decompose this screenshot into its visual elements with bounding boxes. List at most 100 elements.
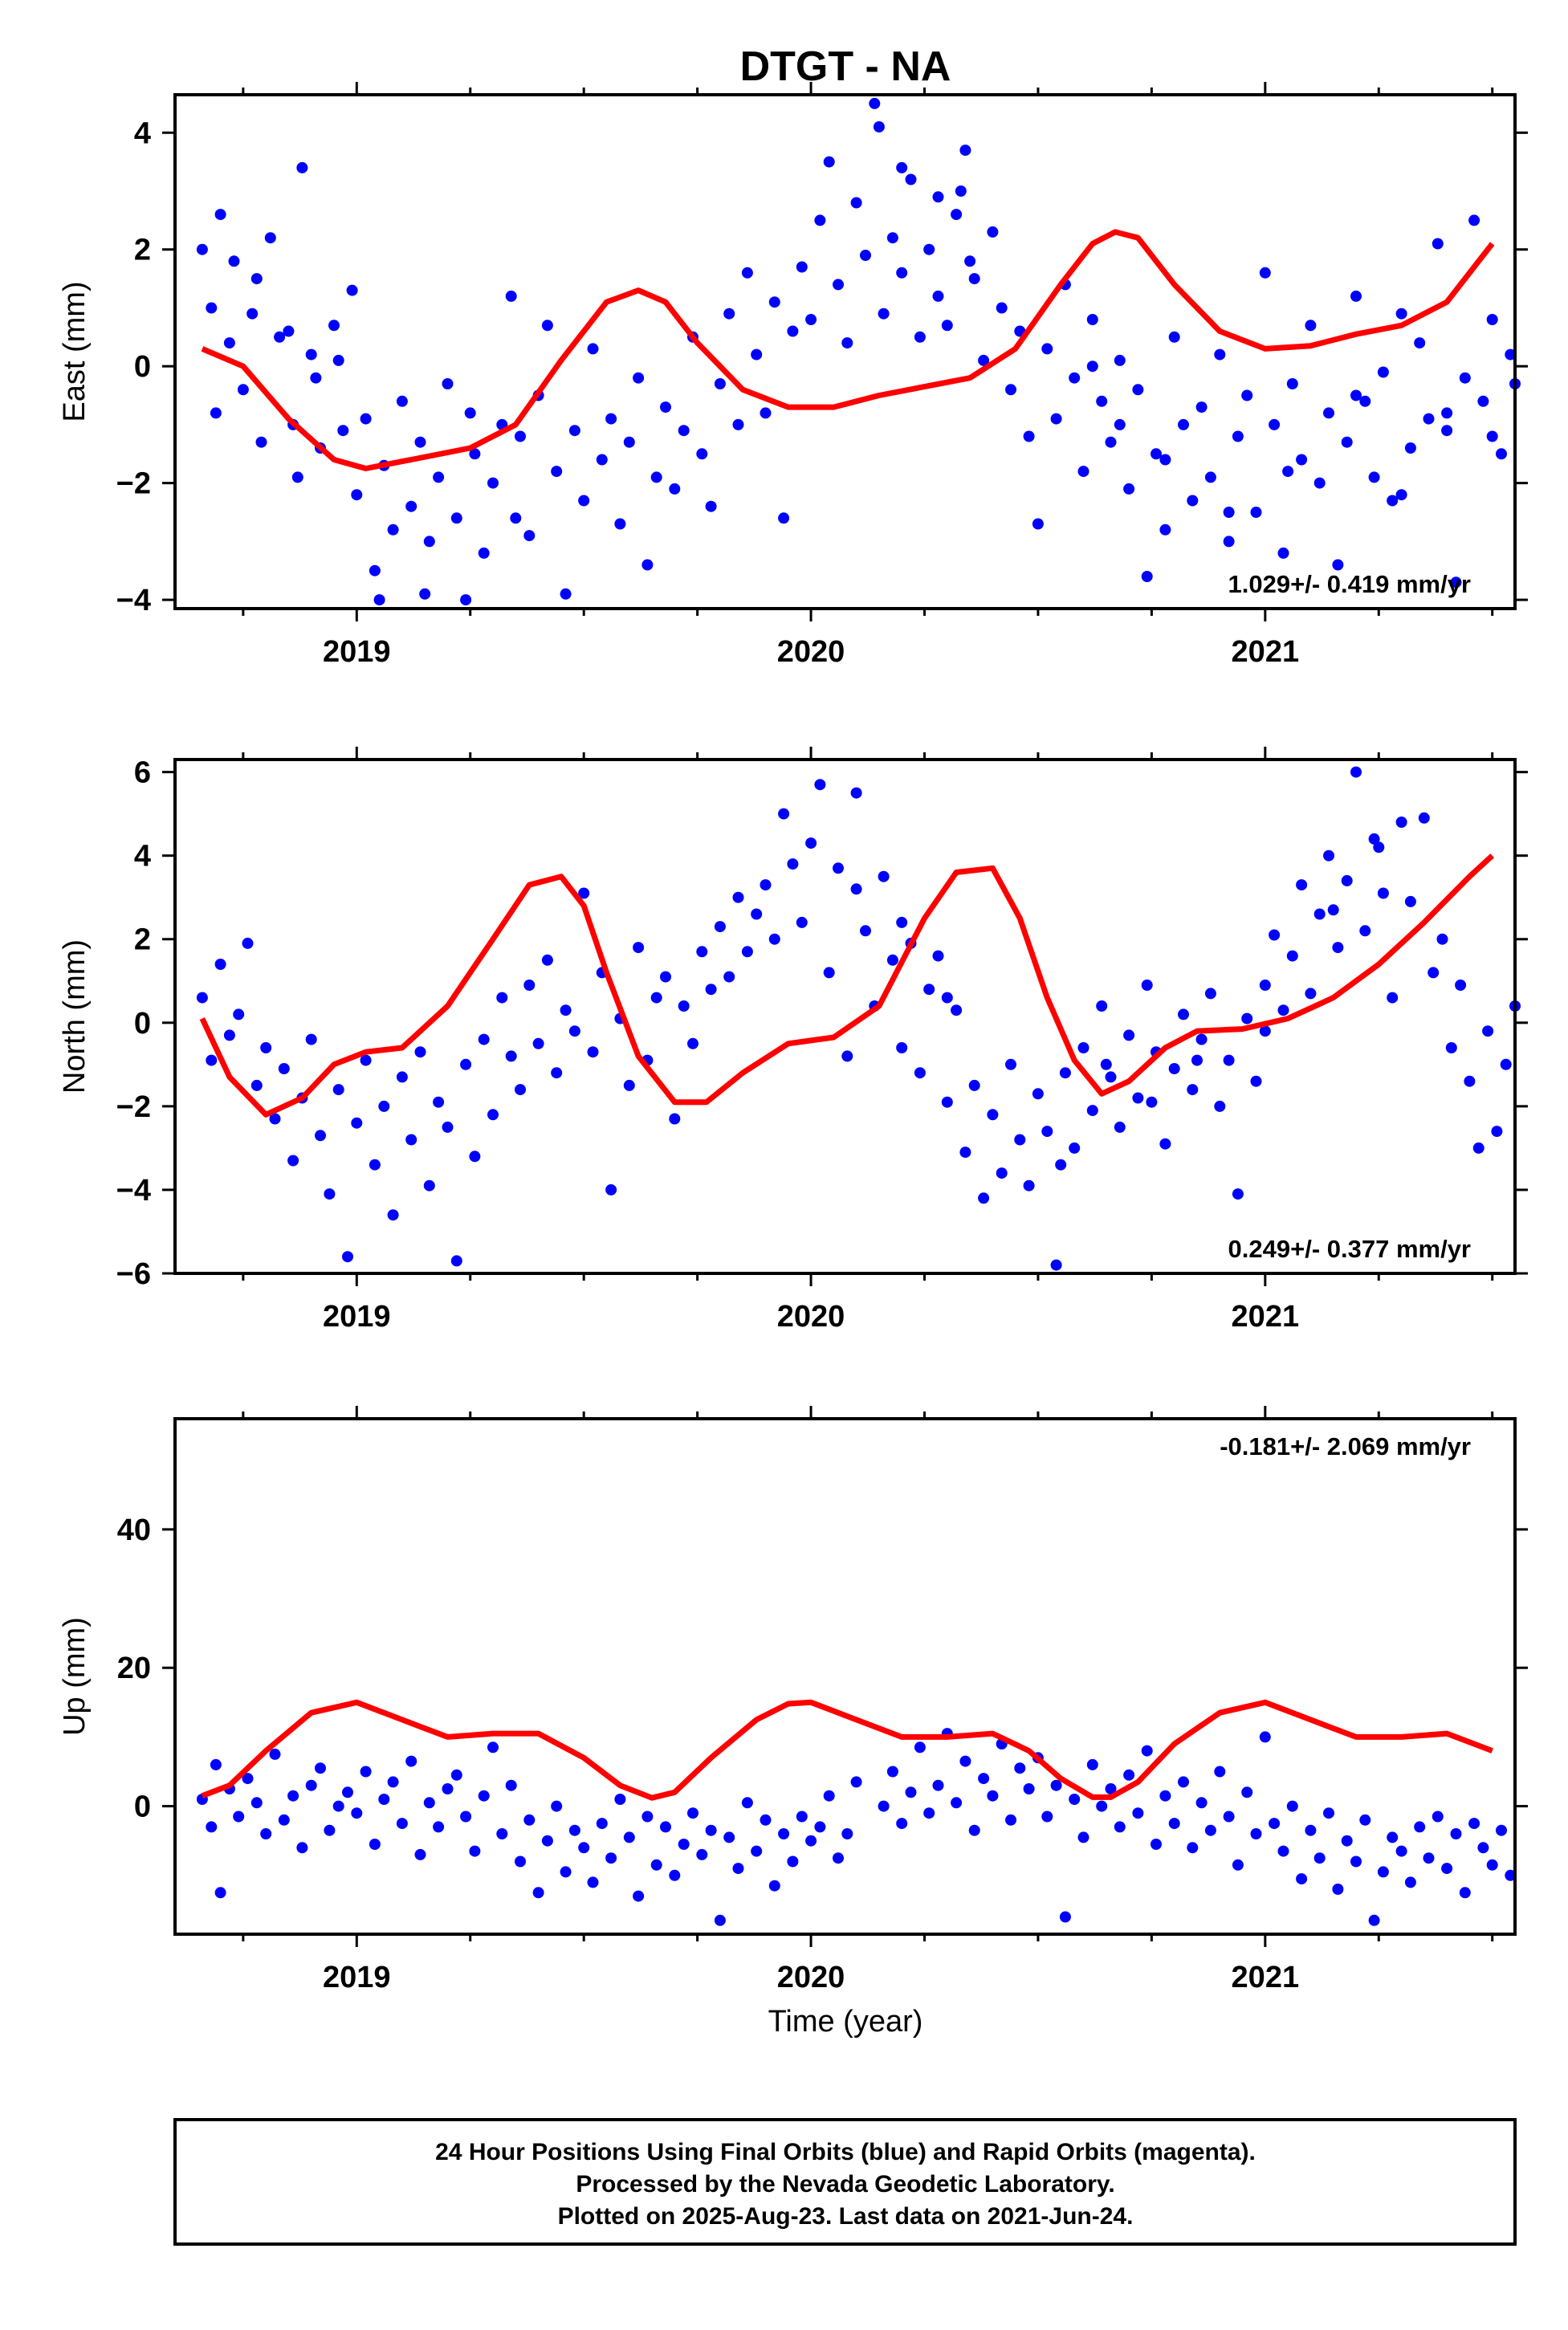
data-point [1377,1866,1389,1878]
data-point [1323,407,1334,419]
data-point [510,512,522,524]
data-point [596,1818,608,1830]
data-point [996,302,1008,314]
data-point [214,1887,226,1899]
data-point [1404,895,1416,907]
data-point [1146,1096,1158,1108]
data-point [732,418,744,430]
data-point [1151,1839,1162,1850]
y-tick-label: 2 [134,923,151,957]
data-point [850,883,862,895]
data-point [433,1821,445,1833]
data-point [1450,1828,1462,1839]
data-points [196,97,1521,606]
data-point [414,1046,426,1058]
data-point [1387,495,1399,507]
data-point [1496,448,1507,460]
data-point [1459,372,1471,384]
data-point [841,1050,853,1062]
data-point [1305,320,1317,332]
data-point [1423,1852,1435,1864]
data-point [850,1776,862,1788]
data-point [1014,1134,1026,1146]
data-point [1350,290,1362,302]
data-point [878,308,890,320]
data-point [369,564,381,576]
data-point [1132,1092,1144,1104]
data-point [332,1800,344,1812]
data-point [1436,933,1448,945]
data-point [206,302,218,314]
model-curve [199,853,1495,1118]
data-point [1132,1807,1144,1819]
data-point [469,448,481,460]
y-tick-label: −4 [116,584,151,617]
data-point [255,436,267,448]
data-point [469,1845,481,1857]
y-tick-label: 20 [117,1652,151,1685]
data-point [305,1779,317,1791]
data-point [941,320,953,332]
data-point [1178,1008,1189,1020]
data-point [487,1741,499,1754]
data-point [1414,1821,1426,1833]
data-point [1459,1887,1471,1899]
data-point [641,1811,654,1823]
data-point [283,325,295,337]
data-point [515,1855,526,1868]
data-point [1350,1855,1362,1868]
x-tick-label: 2020 [777,1300,845,1334]
data-point [305,348,317,360]
data-point [274,331,286,343]
data-point [237,384,249,396]
data-point [1132,384,1144,396]
data-point [1377,887,1389,899]
data-point [387,1776,399,1788]
y-tick-label: 2 [134,234,151,267]
data-point [551,466,563,478]
data-point [1223,1054,1235,1066]
data-point [460,1058,472,1070]
data-point [1296,879,1308,891]
data-point [496,1828,508,1839]
data-point [242,1773,254,1785]
data-point [405,1755,417,1767]
data-point [905,173,917,185]
footer-frame [173,2118,1517,2246]
data-point [623,1079,635,1091]
data-point [778,1828,790,1839]
data-point [1441,407,1453,419]
data-point [387,523,399,536]
data-point [1368,833,1380,845]
data-point [210,407,222,419]
data-point [287,1155,299,1167]
data-point [796,261,808,273]
data-point [1277,1004,1289,1016]
data-point [787,1855,799,1868]
data-point [1250,507,1262,518]
data-point [578,887,590,899]
data-point [951,1797,963,1809]
data-point [1114,1821,1126,1833]
data-point [678,1000,690,1012]
data-point [660,971,671,983]
data-point [1105,436,1117,448]
data-point [442,378,454,389]
data-point [923,243,935,255]
footer-line-1: 24 Hour Positions Using Final Orbits (bl… [435,2139,1256,2165]
data-point [968,1824,980,1836]
data-point [1141,1745,1153,1757]
data-point [896,161,908,173]
data-point [633,1890,645,1902]
data-point [841,1828,853,1839]
data-point [450,512,462,524]
data-point [987,1109,999,1121]
data-point [932,290,944,302]
data-point [1214,1100,1226,1112]
data-point [978,354,990,366]
chart-title: DTGT - NA [740,43,951,90]
data-point [833,1852,844,1864]
data-point [768,1880,780,1892]
data-point [896,1042,908,1053]
data-point [1055,1159,1067,1171]
